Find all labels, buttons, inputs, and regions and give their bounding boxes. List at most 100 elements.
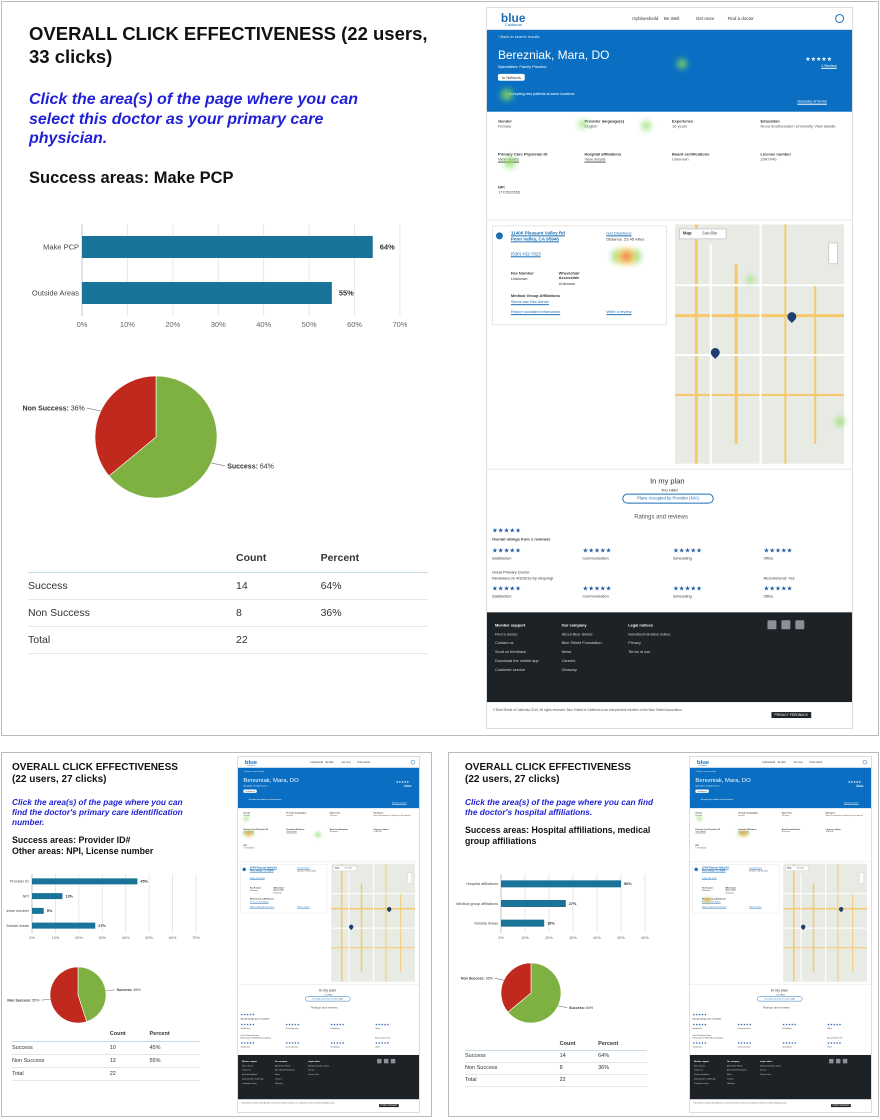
social-icon: [377, 1058, 382, 1064]
x-tick-label: 10%: [521, 936, 529, 940]
value-label: 13%: [65, 894, 73, 898]
task-line: Click the area(s) of the page where you …: [29, 91, 358, 108]
plan-title: In my plan: [318, 988, 336, 993]
category-stars: ★★★★★: [330, 1023, 345, 1027]
pie-slice: [108, 375, 218, 499]
field-label: Board certifications: [671, 151, 710, 157]
x-tick-label: 30%: [211, 320, 226, 329]
nav-item: Find a doctor: [357, 760, 371, 764]
category-stars: ★★★★★: [782, 1023, 797, 1027]
address-line2: Penn Valley, CA 95946: [510, 236, 559, 242]
footer-link: Customer service: [241, 1082, 257, 1085]
footer-link: News: [726, 1073, 732, 1076]
x-tick-label: 20%: [545, 936, 553, 940]
bar: [32, 907, 44, 914]
glossary-link: Glossary of terms: [843, 802, 859, 805]
divider: [487, 219, 852, 221]
nav-item: Get more: [341, 760, 351, 764]
recommend: Recommend: Yes: [827, 1036, 843, 1040]
title-line: (22 users, 27 clicks): [12, 774, 107, 785]
map-road: [385, 863, 387, 982]
category-label: Provider ID: [10, 880, 29, 884]
social-icon: [835, 1058, 841, 1064]
location-pin-icon: [495, 232, 503, 240]
map-street: [331, 893, 416, 895]
specialties: Specialties: Family Practice: [695, 784, 720, 787]
map-road: [400, 893, 402, 972]
review-category: Satisfaction: [240, 1046, 251, 1049]
review-stars: ★★★★★: [285, 1041, 300, 1046]
footer-link: Privacy: [308, 1068, 315, 1072]
field-value: 20A7940: [825, 830, 834, 833]
field-label: Provider language(s): [738, 811, 758, 815]
category-label: Outside Areas: [6, 924, 29, 928]
map-street: [783, 893, 868, 895]
footer-column: Our company About Blue Shield Blue Shield …: [275, 1059, 295, 1086]
field-value: English: [584, 123, 598, 129]
footer-link: Contact us: [241, 1068, 252, 1072]
phone: (530) 432-7023: [249, 876, 265, 880]
map-road: [814, 284, 817, 444]
footer-column: Member support Find a doctor Contact us Sen…: [694, 1059, 716, 1086]
table-row: Non Success 12 55%: [12, 1054, 200, 1068]
social-icon: [781, 620, 791, 630]
write-review-link: Write a review: [606, 309, 632, 315]
specialties: Specialties: Family Practice: [243, 784, 268, 787]
pie-slice: [49, 966, 88, 1024]
user-icon: [835, 13, 845, 23]
detail-field: Provider language(s) English: [738, 812, 778, 817]
social-icon: [842, 1058, 848, 1064]
field-value: 16 years: [329, 814, 338, 817]
category-label: NPI: [23, 894, 29, 898]
field-value: Unknown: [671, 156, 689, 162]
plans-accepted-button: Plans Accepted by Provider (N/A): [622, 493, 714, 504]
plans-accepted-button: Plans Accepted by Provider (N/A): [305, 996, 351, 1002]
field-value: 1770520565: [695, 846, 707, 849]
task-line: Click the area(s) of the page where you …: [12, 797, 183, 807]
nav-item: Find a doctor: [809, 760, 823, 764]
location-card: [692, 864, 780, 914]
leader-line: [494, 978, 504, 981]
field-value: Female: [243, 814, 283, 816]
table-cell: Total: [12, 1067, 110, 1081]
satellite-tab: Satellite: [701, 230, 718, 236]
distance: Distance: 23.45 miles: [606, 236, 645, 242]
x-tick-label: 40%: [122, 936, 130, 940]
category-label: Office: [763, 556, 774, 561]
map-type-control: [333, 865, 357, 872]
category-label: Satisfaction: [240, 1027, 251, 1030]
footer-link: Customer service: [494, 667, 526, 673]
glossary-link: Glossary of terms: [391, 802, 407, 805]
bar: [32, 893, 63, 900]
category-label: Outside Areas: [474, 921, 498, 925]
address-line1: 11400 Pleasant Valley Rd: [249, 866, 277, 870]
column-header: Percent: [149, 1028, 200, 1042]
footer-title: Member support: [241, 1059, 257, 1063]
task-line: select this doctor as your primary care: [29, 110, 324, 128]
footer-link: Customer service: [693, 1082, 709, 1085]
review-meta: Reviewed on 4/3/2019 by shopmgr: [491, 575, 554, 581]
review-title: Great Primary Doctor: [692, 1033, 712, 1037]
field-label: Gender: [243, 811, 251, 815]
site-logo: blue: [696, 758, 710, 766]
map-road: [674, 393, 845, 396]
nav-item: mybluesheild: [310, 760, 323, 764]
site-logo-sub: California: [504, 21, 522, 27]
review-stars: ★★★★★: [672, 585, 702, 593]
plan-title: In my plan: [770, 988, 788, 993]
site-footer: [690, 1054, 871, 1100]
fax-value: Unknown: [701, 889, 711, 892]
doctor-name: Berezniak, Mara, DO: [695, 776, 751, 784]
wheelchair-label: Wheelchair Accessible: [273, 886, 285, 892]
stats-table: Count Percent Success 10 45% Non Success 12 55%…: [12, 1028, 200, 1081]
table-cell: Non Success: [12, 1054, 110, 1068]
footer-column: Legal notices Nondiscrimination notice Pri…: [628, 620, 670, 656]
field-label: Education: [373, 811, 384, 815]
field-label: Provider language(s): [584, 118, 625, 124]
x-tick-label: 0%: [77, 320, 88, 329]
column-header: Count: [109, 1028, 150, 1042]
slice-label: Success: 64%: [227, 463, 274, 470]
footer-link: Glossary: [274, 1082, 283, 1085]
plan-title: In my plan: [650, 476, 685, 486]
